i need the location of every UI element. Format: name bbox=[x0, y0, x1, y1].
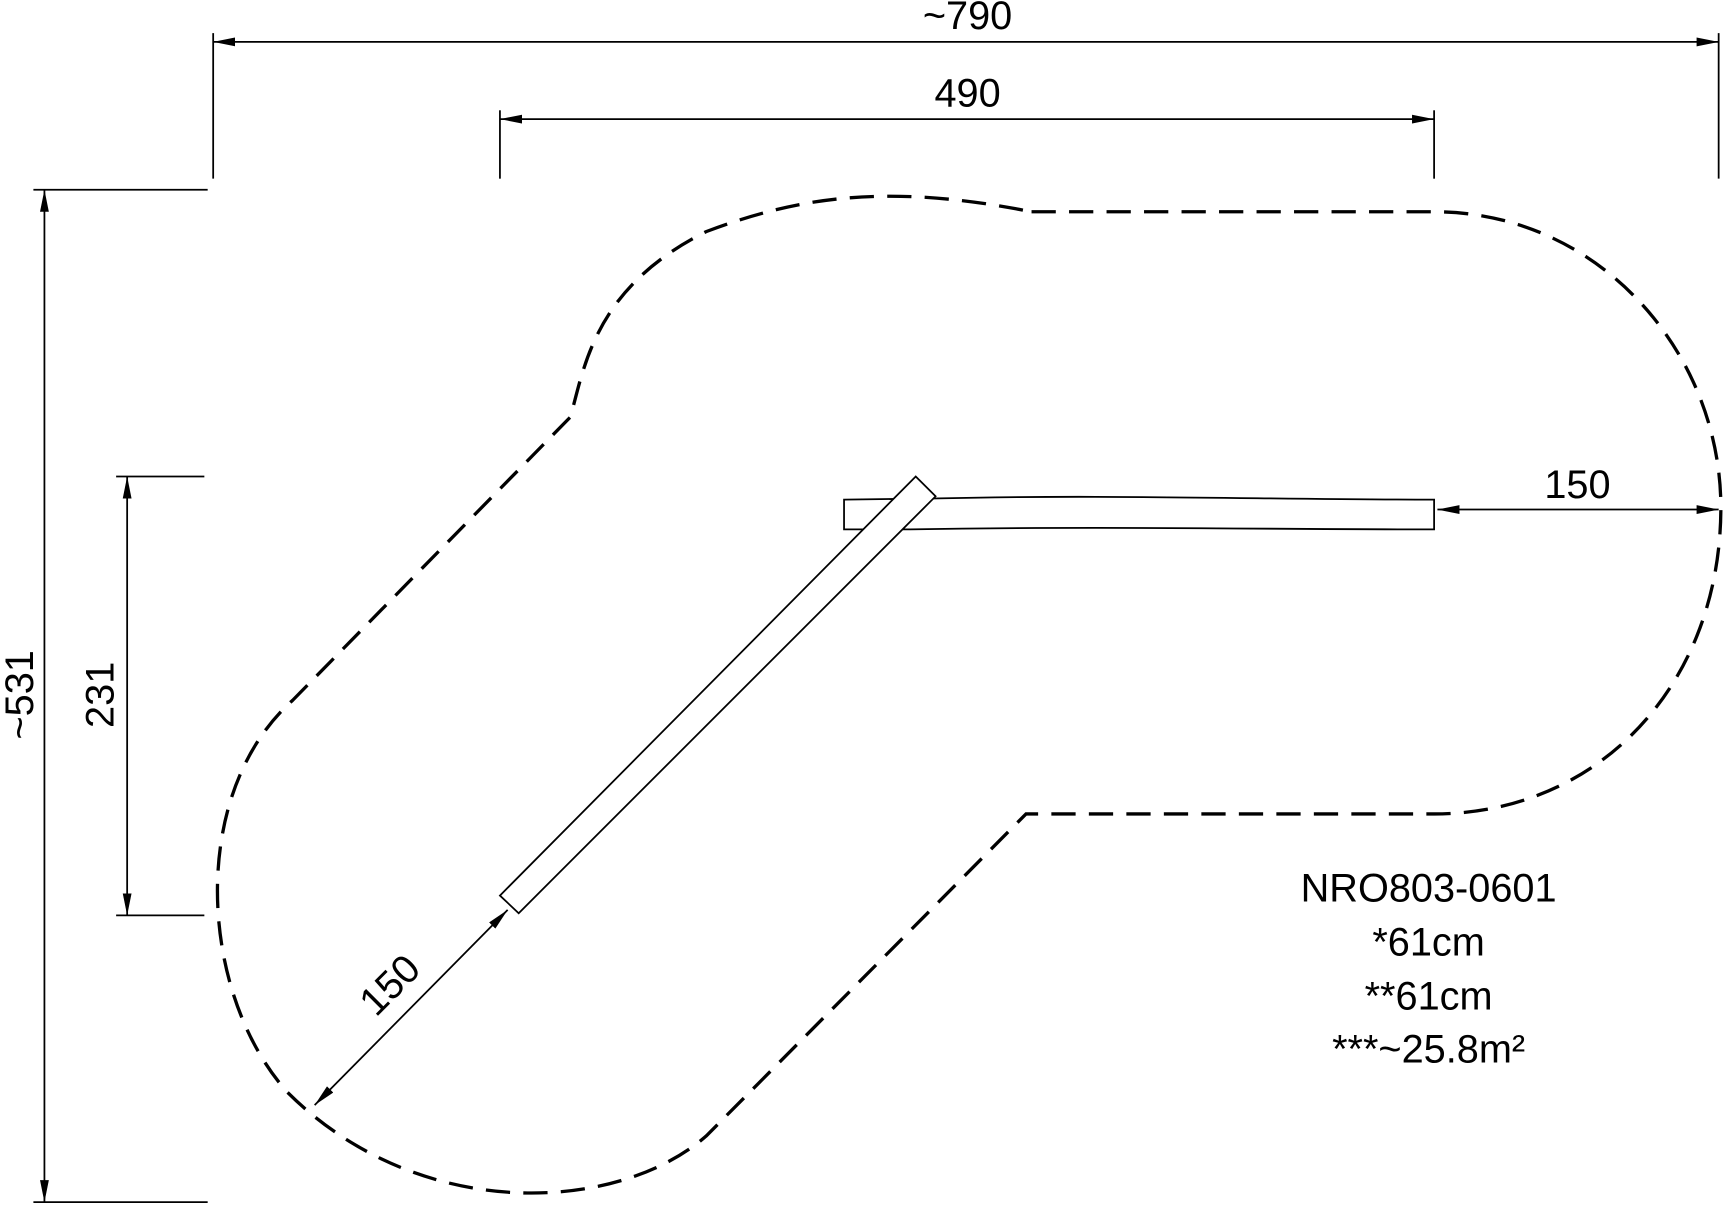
dim-text: 231 bbox=[78, 662, 122, 728]
dim-inner-depth: 231 bbox=[78, 475, 205, 917]
dim-inner-width: 490 bbox=[499, 71, 1435, 179]
spec-line: **61cm bbox=[1365, 975, 1493, 1019]
rail-straight bbox=[843, 495, 1435, 531]
spec-line: *61cm bbox=[1372, 921, 1485, 965]
dim-text: ~790 bbox=[923, 0, 1012, 38]
dim-clearance-right: 150 bbox=[1437, 463, 1719, 514]
safety-zone bbox=[215, 194, 1723, 1195]
model-label: NRO803-0601 bbox=[1301, 867, 1557, 911]
dim-overall-depth: ~531 bbox=[0, 188, 208, 1204]
dim-text: 150 bbox=[351, 946, 429, 1024]
dim-clearance-diagonal: 150 bbox=[314, 909, 509, 1106]
dim-overall-width: ~790 bbox=[212, 0, 1720, 179]
rail-diagonal bbox=[498, 475, 937, 915]
dim-text: ~531 bbox=[0, 650, 42, 739]
dim-text: 150 bbox=[1544, 463, 1610, 507]
spec-line: ***~25.8m² bbox=[1332, 1028, 1525, 1072]
dim-text: 490 bbox=[934, 71, 1000, 115]
